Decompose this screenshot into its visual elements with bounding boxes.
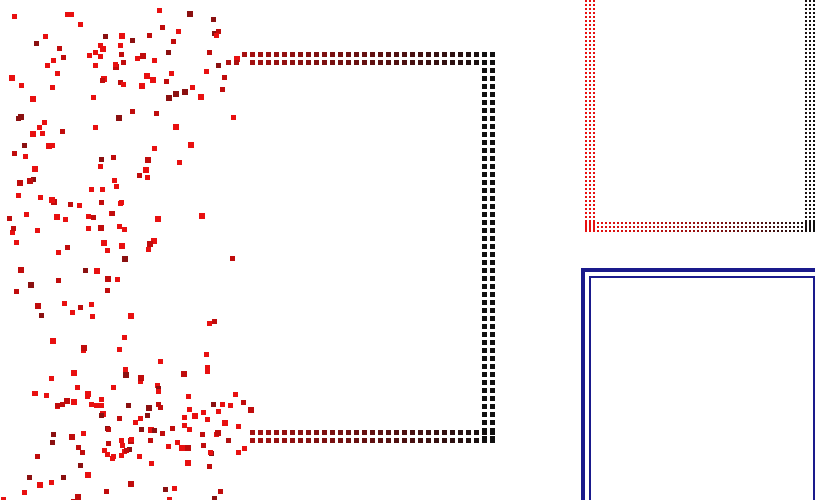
navy-square-inner-border <box>589 276 815 500</box>
navy-square-outer-border <box>581 268 815 500</box>
